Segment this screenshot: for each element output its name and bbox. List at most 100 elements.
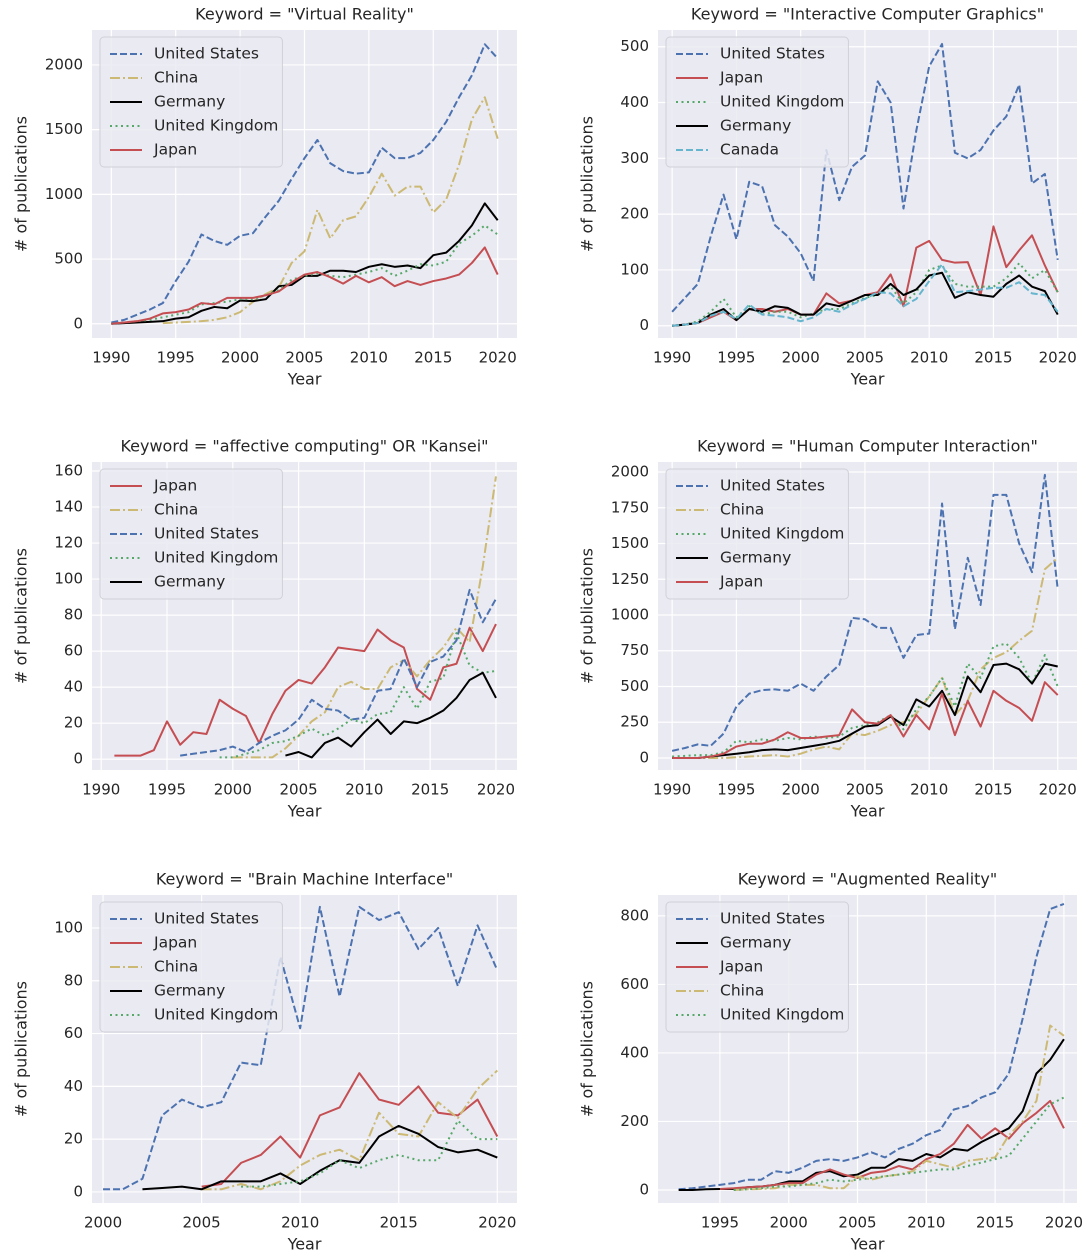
y-axis-label: # of publications [578, 116, 597, 252]
legend-label: Germany [720, 549, 791, 567]
legend-label: United Kingdom [720, 525, 844, 543]
chart-panel: 0 20 40 60 80 100 120 140 160 1990 1995 2000 2005 201… [12, 437, 517, 821]
legend-label: China [154, 958, 198, 976]
y-tick-label: 500 [620, 677, 649, 695]
series-line [162, 96, 499, 325]
series-line [111, 202, 499, 325]
y-tick-label: 100 [54, 918, 83, 936]
x-tick-label: 2015 [380, 1214, 418, 1232]
series-line [672, 557, 1059, 759]
series-line [232, 476, 497, 759]
y-tick-label: 80 [64, 971, 83, 989]
y-axis-label: # of publications [12, 116, 31, 252]
x-axis-label: Year [850, 802, 885, 821]
y-tick-label: 400 [620, 1043, 649, 1061]
chart-panel: 0 20 40 60 80 100 2000 2005 2010 2015 2020 Keyword … [12, 870, 517, 1254]
x-axis-label: Year [287, 370, 322, 389]
chart-panel: 0 250 500 750 1000 1250 1500 1750 2000 1990 1995 20… [578, 437, 1077, 821]
y-tick-label: 250 [620, 713, 649, 731]
y-tick-label: 0 [639, 316, 649, 334]
legend: United States Japan United Kingdom Germany C… [665, 36, 849, 168]
x-tick-label: 2015 [976, 1214, 1014, 1232]
y-tick-label: 2000 [611, 463, 649, 481]
x-axis-label: Year [287, 802, 322, 821]
y-axis-label: # of publications [12, 981, 31, 1117]
y-tick-label: 80 [64, 606, 83, 624]
x-tick-label: 2000 [214, 781, 252, 799]
series-line [285, 671, 497, 759]
series-line [103, 905, 499, 1191]
chart-title: Keyword = "Human Computer Interaction" [697, 437, 1038, 456]
x-tick-label: 2020 [1045, 1214, 1083, 1232]
chart-title: Keyword = "Virtual Reality" [195, 5, 414, 24]
y-tick-label: 60 [64, 642, 83, 660]
chart-panel: 0 200 400 600 800 1995 2000 2005 2010 2015 2020 Key… [578, 870, 1084, 1254]
x-tick-label: 1990 [92, 349, 130, 367]
y-tick-label: 1000 [45, 185, 83, 203]
y-tick-label: 200 [620, 1112, 649, 1130]
legend-label: Japan [153, 477, 197, 495]
legend: United States China United Kingdom Germany J… [665, 468, 849, 600]
legend-label: United Kingdom [154, 549, 278, 567]
series-line [672, 271, 1059, 327]
x-tick-label: 2020 [1039, 349, 1077, 367]
series-line [142, 1124, 498, 1191]
series-line [672, 662, 1058, 759]
x-tick-label: 2005 [846, 349, 884, 367]
y-tick-label: 1500 [45, 120, 83, 138]
y-tick-label: 100 [54, 570, 83, 588]
x-tick-label: 1990 [653, 781, 691, 799]
legend-label: United States [720, 45, 825, 63]
y-tick-label: 500 [54, 250, 83, 268]
series-line [111, 246, 499, 325]
x-tick-label: 2000 [770, 1214, 808, 1232]
y-tick-label: 0 [639, 748, 649, 766]
legend-label: United States [154, 910, 259, 928]
series-line [719, 1099, 1065, 1190]
y-tick-label: 600 [620, 975, 649, 993]
series-line [672, 263, 1059, 327]
x-tick-label: 2010 [350, 349, 388, 367]
legend-label: China [154, 69, 198, 87]
y-tick-label: 1750 [611, 498, 649, 516]
legend-label: Canada [720, 141, 779, 159]
x-tick-label: 2005 [183, 1214, 221, 1232]
legend-label: Japan [153, 934, 197, 952]
series-line [201, 1069, 498, 1191]
x-tick-label: 2010 [910, 349, 948, 367]
y-tick-label: 140 [54, 498, 83, 516]
legend: United States China Germany United Kingdom J… [99, 36, 283, 168]
y-axis-label: # of publications [578, 981, 597, 1117]
x-tick-label: 2020 [477, 781, 515, 799]
x-tick-label: 1995 [148, 781, 186, 799]
y-tick-label: 160 [54, 462, 83, 480]
x-tick-label: 2015 [974, 781, 1012, 799]
legend-label: Germany [154, 93, 225, 111]
y-tick-label: 200 [620, 205, 649, 223]
series-line [733, 1096, 1065, 1191]
x-tick-label: 2015 [414, 349, 452, 367]
x-tick-label: 2000 [221, 349, 259, 367]
chart-title: Keyword = "Augmented Reality" [738, 870, 997, 889]
x-tick-label: 2005 [846, 781, 884, 799]
y-tick-label: 100 [620, 260, 649, 278]
legend-box [665, 468, 849, 600]
legend-label: Japan [719, 573, 763, 591]
chart-title: Keyword = "Brain Machine Interface" [156, 870, 453, 889]
legend-label: Germany [154, 982, 225, 1000]
series-line [672, 681, 1059, 759]
x-axis-label: Year [287, 1235, 322, 1254]
series-line [672, 262, 1059, 327]
legend-label: Germany [720, 117, 791, 135]
legend-box [99, 901, 283, 1033]
series-line [180, 588, 497, 757]
x-tick-label: 2000 [782, 781, 820, 799]
legend-label: United Kingdom [154, 1006, 278, 1024]
x-tick-label: 2005 [279, 781, 317, 799]
y-tick-label: 1000 [611, 605, 649, 623]
x-tick-label: 1995 [701, 1214, 739, 1232]
chart-panel: 0 500 1000 1500 2000 1990 1995 2000 2005 2010 2015… [12, 5, 517, 389]
x-tick-label: 2010 [910, 781, 948, 799]
legend-box [665, 36, 849, 168]
y-tick-label: 750 [620, 641, 649, 659]
